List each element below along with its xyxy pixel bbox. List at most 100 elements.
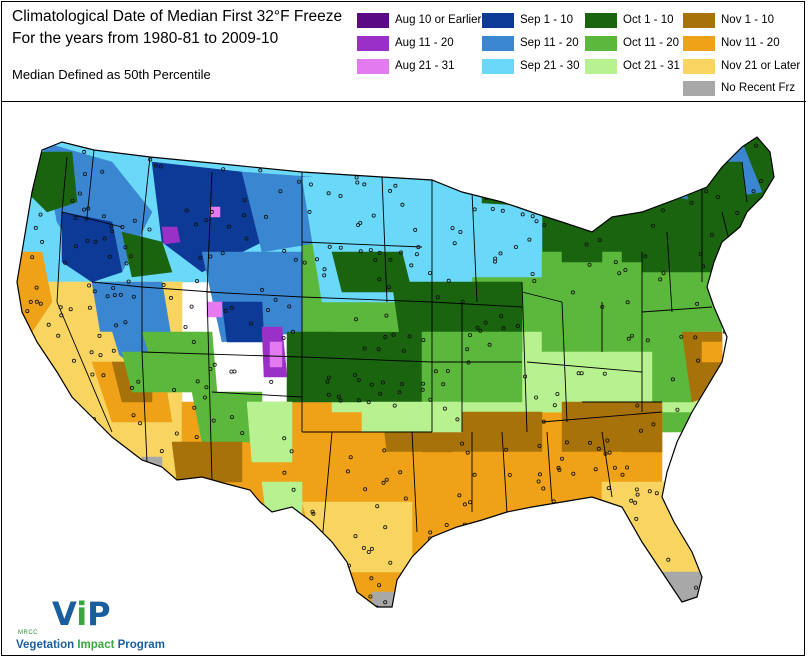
station-marker	[441, 382, 446, 387]
legend-swatch	[683, 80, 715, 96]
station-marker	[368, 594, 373, 599]
station-marker	[189, 304, 194, 309]
station-marker	[316, 155, 321, 160]
freeze-date-region	[331, 331, 423, 403]
station-marker	[136, 503, 141, 508]
station-marker	[430, 164, 435, 169]
station-marker	[410, 565, 415, 570]
station-marker	[132, 218, 137, 223]
station-marker	[124, 261, 129, 266]
station-marker	[694, 585, 699, 590]
station-marker	[123, 320, 128, 325]
station-marker	[32, 509, 37, 514]
legend-swatch	[357, 12, 389, 28]
station-marker	[70, 198, 75, 203]
station-marker	[202, 585, 207, 590]
station-marker	[545, 202, 550, 207]
state-border	[666, 231, 673, 313]
legend-swatch	[585, 35, 617, 51]
station-marker	[618, 569, 623, 574]
legend-item: Aug 10 or Earlier	[357, 11, 481, 29]
station-marker	[282, 248, 287, 253]
station-marker	[229, 415, 234, 420]
station-marker	[128, 254, 133, 259]
station-marker	[287, 304, 292, 309]
station-marker	[691, 452, 696, 457]
station-marker	[20, 368, 25, 373]
station-marker	[202, 479, 207, 484]
station-marker	[499, 314, 504, 319]
station-marker	[378, 391, 383, 396]
station-marker	[504, 447, 509, 452]
station-marker	[227, 518, 232, 523]
station-marker	[665, 154, 670, 159]
station-marker	[592, 574, 597, 579]
station-marker	[399, 382, 404, 387]
station-marker	[322, 273, 327, 278]
station-marker	[708, 516, 713, 521]
station-marker	[465, 347, 470, 352]
station-marker	[768, 360, 773, 365]
station-marker	[621, 151, 626, 156]
legend-item: Oct 21 - 31	[585, 57, 680, 75]
station-marker	[149, 514, 154, 519]
station-marker	[618, 577, 623, 582]
station-marker	[79, 553, 84, 558]
station-marker	[527, 237, 532, 242]
station-marker	[724, 544, 729, 549]
station-marker	[208, 366, 213, 371]
station-marker	[613, 260, 618, 265]
station-marker	[729, 498, 734, 503]
station-marker	[105, 294, 110, 299]
station-marker	[579, 371, 584, 376]
station-marker	[595, 171, 600, 176]
map-header: Climatological Date of Median First 32°F…	[2, 2, 806, 102]
station-marker	[597, 238, 602, 243]
station-marker	[302, 260, 307, 265]
station-marker	[362, 346, 367, 351]
station-marker	[395, 164, 400, 169]
station-marker	[33, 225, 38, 230]
station-marker	[487, 169, 492, 174]
station-marker	[584, 202, 589, 207]
station-marker	[283, 599, 288, 604]
station-marker	[98, 353, 103, 358]
us-outline	[16, 136, 775, 608]
station-marker	[193, 222, 198, 227]
station-marker	[430, 565, 435, 570]
station-marker	[386, 285, 391, 290]
station-marker	[159, 449, 164, 454]
station-marker	[693, 162, 698, 167]
station-marker	[111, 285, 116, 290]
station-marker	[35, 541, 40, 546]
station-marker	[209, 209, 214, 214]
state-border	[301, 356, 433, 363]
station-marker	[345, 469, 350, 474]
station-marker	[65, 555, 70, 560]
station-marker	[92, 439, 97, 444]
station-marker	[355, 180, 360, 185]
station-marker	[377, 250, 382, 255]
station-marker	[742, 495, 747, 500]
station-marker	[435, 295, 440, 300]
station-marker	[375, 504, 380, 509]
station-marker	[89, 489, 94, 494]
station-marker	[296, 179, 301, 184]
station-marker	[191, 339, 196, 344]
station-marker	[577, 577, 582, 582]
legend-item: No Recent Frz	[683, 79, 795, 97]
station-marker	[718, 590, 723, 595]
state-border	[321, 431, 333, 543]
station-marker	[93, 239, 98, 244]
station-marker	[647, 489, 652, 494]
station-marker	[690, 479, 695, 484]
station-marker	[472, 472, 477, 477]
station-marker	[38, 301, 43, 306]
station-marker	[326, 191, 331, 196]
station-marker	[198, 255, 203, 260]
station-marker	[587, 262, 592, 267]
station-marker	[30, 151, 35, 156]
station-marker	[603, 451, 608, 456]
station-marker	[307, 573, 312, 578]
station-marker	[555, 391, 560, 396]
